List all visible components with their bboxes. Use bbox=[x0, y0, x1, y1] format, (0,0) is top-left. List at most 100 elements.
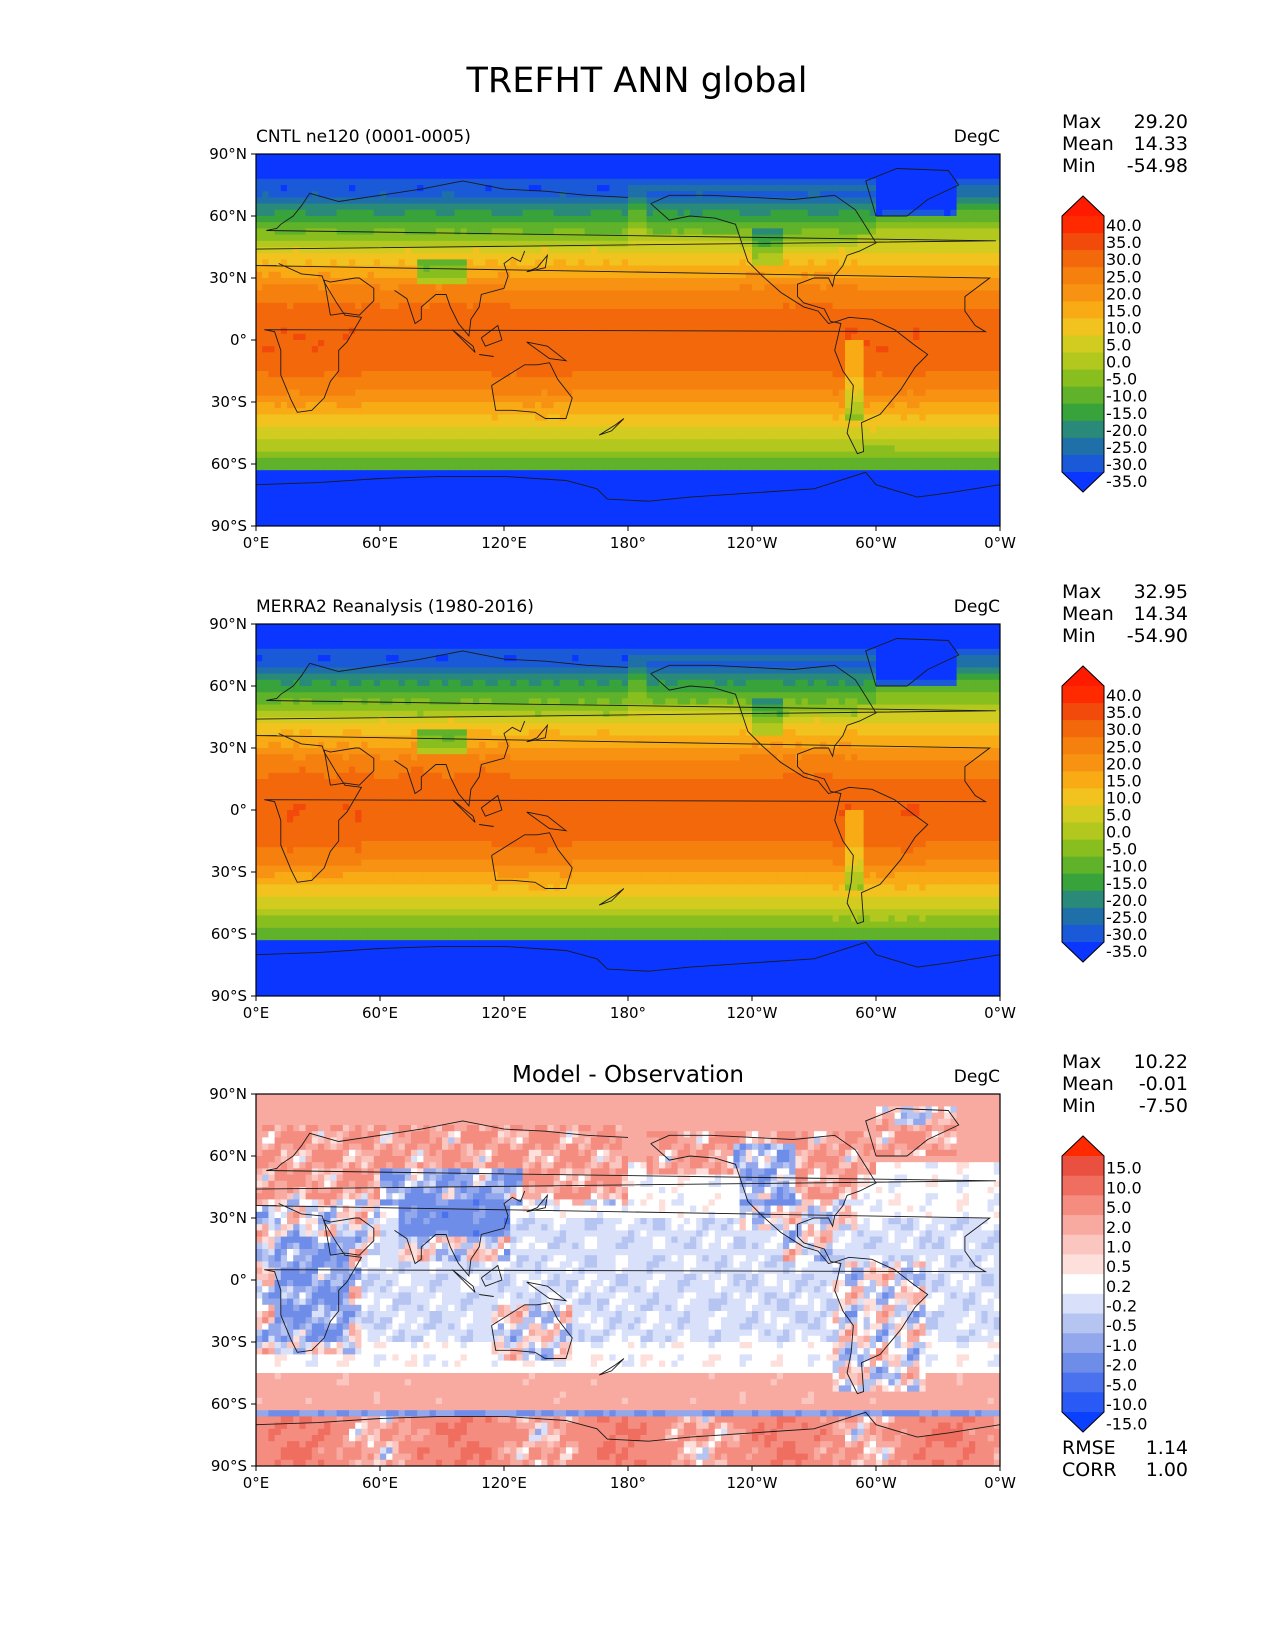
field-cell bbox=[398, 209, 406, 217]
field-cell bbox=[876, 333, 883, 341]
field-cell bbox=[628, 209, 635, 217]
field-cell bbox=[764, 377, 771, 384]
field-cell bbox=[857, 364, 864, 372]
field-cell bbox=[621, 377, 629, 384]
field-cell bbox=[962, 340, 970, 347]
field-cell bbox=[355, 197, 362, 204]
field-cell bbox=[522, 371, 530, 378]
field-cell bbox=[578, 185, 585, 192]
field-cell bbox=[522, 284, 530, 291]
field-cell bbox=[268, 265, 275, 273]
field-cell bbox=[559, 178, 567, 186]
field-cell bbox=[293, 371, 300, 378]
field-cell bbox=[671, 253, 678, 260]
field-cell bbox=[448, 383, 455, 390]
field-cell bbox=[826, 166, 833, 173]
field-cell bbox=[752, 278, 759, 285]
field-cell bbox=[318, 216, 325, 223]
field-cell bbox=[702, 352, 709, 359]
field-cell bbox=[708, 358, 716, 366]
field-cell bbox=[435, 166, 443, 173]
field-cell bbox=[355, 234, 362, 242]
field-cell bbox=[702, 302, 709, 310]
field-cell bbox=[634, 216, 641, 223]
field-cell bbox=[665, 271, 672, 279]
field-cell bbox=[535, 302, 542, 310]
field-cell bbox=[516, 178, 523, 186]
field-cell bbox=[907, 340, 914, 347]
field-cell bbox=[621, 191, 629, 198]
field-cell bbox=[826, 395, 833, 403]
field-cell bbox=[429, 302, 437, 310]
field-cell bbox=[888, 402, 895, 409]
field-cell bbox=[411, 166, 418, 173]
field-cell bbox=[640, 377, 647, 384]
field-cell bbox=[293, 284, 300, 291]
field-cell bbox=[814, 172, 821, 180]
field-cell bbox=[411, 259, 418, 266]
field-cell bbox=[801, 247, 809, 254]
field-cell bbox=[349, 383, 356, 390]
field-cell bbox=[776, 271, 784, 279]
field-cell bbox=[993, 395, 1000, 403]
field-cell bbox=[516, 389, 523, 397]
field-cell bbox=[950, 166, 957, 173]
field-cell bbox=[597, 247, 604, 254]
field-cell bbox=[584, 371, 592, 378]
field-cell bbox=[528, 383, 536, 390]
field-cell bbox=[423, 166, 430, 173]
field-cell bbox=[882, 166, 889, 173]
field-cell bbox=[944, 315, 951, 322]
field-cell bbox=[770, 209, 778, 217]
field-cell bbox=[454, 296, 461, 304]
field-cell bbox=[659, 222, 666, 229]
field-cell bbox=[708, 377, 716, 384]
field-cell bbox=[262, 197, 269, 204]
field-cell bbox=[727, 234, 734, 242]
field-cell bbox=[547, 395, 554, 403]
field-cell bbox=[535, 402, 542, 409]
field-cell bbox=[342, 185, 350, 192]
field-cell bbox=[510, 185, 517, 192]
field-cell bbox=[535, 358, 542, 366]
field-cell bbox=[801, 216, 809, 223]
field-cell bbox=[758, 302, 765, 310]
field-cell bbox=[355, 259, 362, 266]
field-cell bbox=[590, 160, 598, 167]
field-cell bbox=[894, 166, 902, 173]
field-cell bbox=[807, 259, 815, 266]
field-cell bbox=[293, 240, 300, 248]
field-cell bbox=[807, 296, 815, 304]
field-cell bbox=[993, 271, 1000, 279]
field-cell bbox=[690, 253, 697, 260]
field-cell bbox=[628, 160, 635, 167]
field-cell bbox=[714, 364, 722, 372]
field-cell bbox=[299, 172, 306, 180]
field-cell bbox=[659, 408, 666, 415]
field-cell bbox=[603, 389, 610, 397]
field-cell bbox=[590, 296, 598, 304]
field-cell bbox=[882, 178, 889, 186]
field-cell bbox=[392, 284, 399, 291]
field-cell bbox=[783, 191, 790, 198]
field-cell bbox=[411, 352, 418, 359]
field-cell bbox=[293, 185, 300, 192]
field-cell bbox=[280, 154, 288, 161]
field-cell bbox=[386, 340, 393, 347]
field-cell bbox=[814, 358, 821, 366]
field-cell bbox=[876, 154, 883, 161]
field-cell bbox=[256, 371, 263, 378]
field-cell bbox=[956, 358, 964, 366]
field-cell bbox=[336, 172, 344, 180]
field-cell bbox=[752, 178, 759, 186]
field-cell bbox=[807, 389, 815, 397]
field-cell bbox=[373, 327, 381, 335]
field-cell bbox=[714, 197, 722, 204]
field-cell bbox=[541, 265, 548, 273]
field-cell bbox=[869, 222, 877, 229]
field-cell bbox=[578, 346, 585, 353]
field-cell bbox=[807, 185, 815, 192]
field-cell bbox=[454, 290, 461, 297]
field-cell bbox=[380, 408, 387, 415]
field-cell bbox=[473, 222, 480, 229]
